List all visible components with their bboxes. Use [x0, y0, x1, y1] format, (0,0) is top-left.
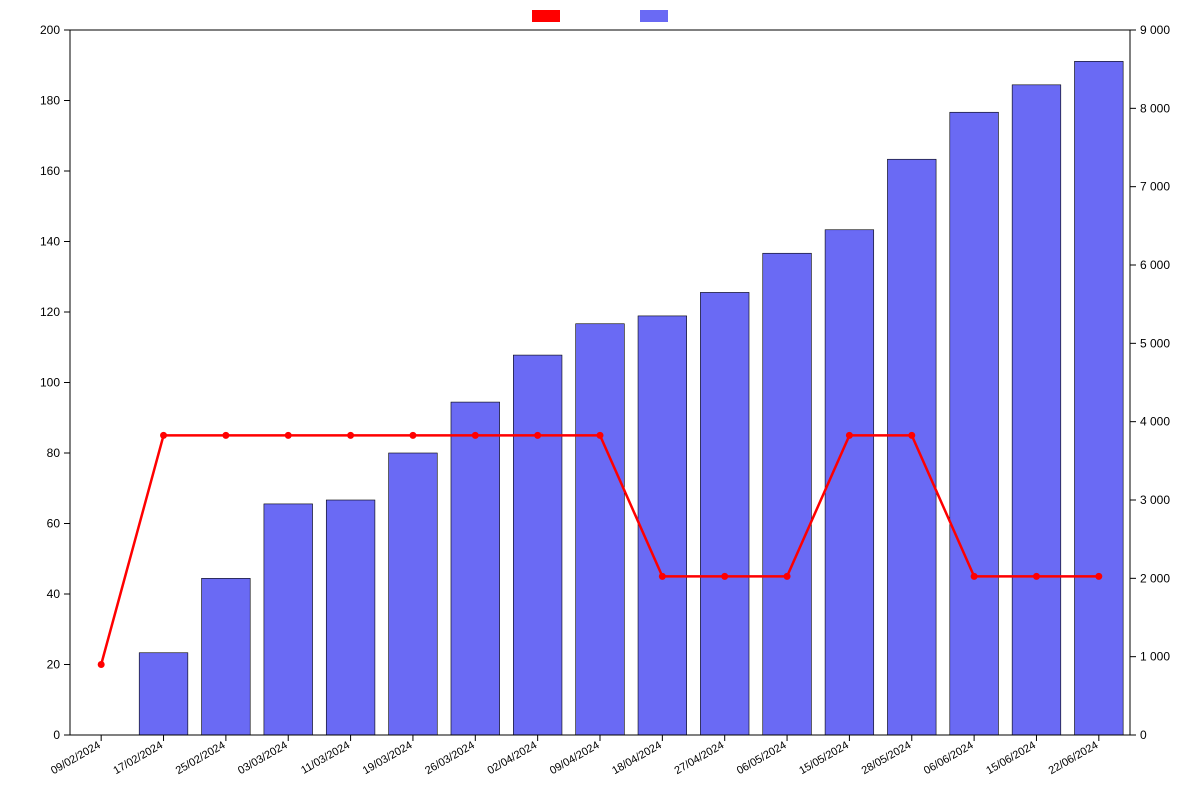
- bar: [139, 653, 188, 735]
- line-marker: [784, 573, 791, 580]
- y-left-tick-label: 180: [40, 94, 60, 108]
- line-marker: [1033, 573, 1040, 580]
- bar: [264, 504, 313, 735]
- bar: [326, 500, 375, 735]
- bar: [700, 292, 749, 735]
- chart-svg: 0 20 40 60 80 100 120 140 160 180 200 0 1 000 2 000 3 …: [0, 0, 1200, 800]
- line-marker: [1095, 573, 1102, 580]
- line-marker: [160, 432, 167, 439]
- bar: [451, 402, 500, 735]
- y-right-tick-label: 0: [1140, 728, 1147, 742]
- combo-chart: 0 20 40 60 80 100 120 140 160 180 200 0 1 000 2 000 3 …: [0, 0, 1200, 800]
- bar: [950, 112, 999, 735]
- line-marker: [659, 573, 666, 580]
- y-left-tick-label: 160: [40, 164, 60, 178]
- bar: [1075, 61, 1124, 735]
- y-right-tick-label: 7 000: [1140, 180, 1170, 194]
- bar: [825, 230, 874, 735]
- y-right-tick-label: 5 000: [1140, 336, 1170, 350]
- y-right-tick-label: 4 000: [1140, 415, 1170, 429]
- line-marker: [534, 432, 541, 439]
- line-marker: [908, 432, 915, 439]
- line-marker: [721, 573, 728, 580]
- line-marker: [472, 432, 479, 439]
- y-right-tick-label: 3 000: [1140, 493, 1170, 507]
- legend-swatch: [640, 10, 668, 22]
- y-left-tick-label: 140: [40, 235, 60, 249]
- bar: [202, 578, 251, 735]
- line-marker: [971, 573, 978, 580]
- line-marker: [285, 432, 292, 439]
- line-marker: [222, 432, 229, 439]
- bar: [576, 324, 625, 735]
- bar: [763, 253, 812, 735]
- y-right-tick-label: 2 000: [1140, 571, 1170, 585]
- y-left-tick-label: 200: [40, 23, 60, 37]
- y-left-tick-label: 120: [40, 305, 60, 319]
- bar: [389, 453, 438, 735]
- y-left-tick-label: 0: [53, 728, 60, 742]
- y-right-tick-label: 6 000: [1140, 258, 1170, 272]
- line-marker: [98, 661, 105, 668]
- y-left-tick-label: 80: [47, 446, 61, 460]
- y-right-tick-label: 9 000: [1140, 23, 1170, 37]
- y-right-tick-label: 8 000: [1140, 101, 1170, 115]
- bar: [1012, 85, 1061, 735]
- line-marker: [597, 432, 604, 439]
- line-marker: [347, 432, 354, 439]
- y-left-tick-label: 100: [40, 376, 60, 390]
- y-left-tick-label: 60: [47, 517, 61, 531]
- y-left-tick-label: 40: [47, 587, 61, 601]
- line-marker: [846, 432, 853, 439]
- legend-swatch: [532, 10, 560, 22]
- y-left-tick-label: 20: [47, 658, 61, 672]
- bar: [887, 159, 936, 735]
- y-right-tick-label: 1 000: [1140, 650, 1170, 664]
- bar: [638, 316, 687, 735]
- bar: [513, 355, 562, 735]
- line-marker: [409, 432, 416, 439]
